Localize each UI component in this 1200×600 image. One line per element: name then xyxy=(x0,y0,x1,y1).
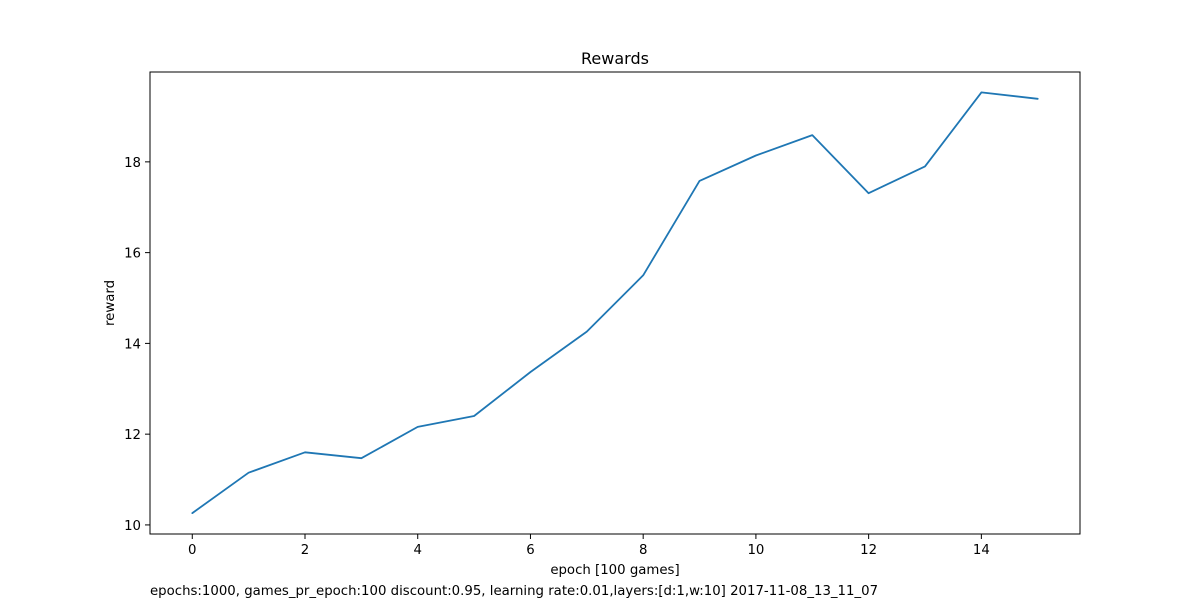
series-layer xyxy=(191,91,1039,514)
x-tick-label: 10 xyxy=(747,543,764,558)
plot-area-frame xyxy=(149,71,1081,535)
y-tick-label: 18 xyxy=(124,156,141,171)
x-tick-label: 8 xyxy=(639,543,647,558)
x-tick-label: 6 xyxy=(526,543,534,558)
x-axis-ticks: 0 2 4 6 8 10 12 14 xyxy=(188,534,990,558)
chart-title: Rewards xyxy=(581,49,649,68)
x-axis-label: epoch [100 games] xyxy=(550,563,679,578)
x-tick-label: 4 xyxy=(413,543,421,558)
x-tick-label: 0 xyxy=(188,543,196,558)
y-axis-label: reward xyxy=(103,280,118,326)
run-parameters-footnote: epochs:1000, games_pr_epoch:100 discount… xyxy=(150,584,878,599)
y-tick-label: 14 xyxy=(124,337,141,352)
reward-series-line xyxy=(191,91,1039,514)
x-tick-label: 2 xyxy=(301,543,309,558)
y-tick-label: 16 xyxy=(124,247,141,262)
y-tick-label: 12 xyxy=(124,428,141,443)
y-tick-label: 10 xyxy=(124,519,141,534)
x-tick-label: 12 xyxy=(860,543,877,558)
x-tick-label: 14 xyxy=(973,543,990,558)
y-axis-ticks: 10 12 14 16 18 xyxy=(124,156,150,534)
